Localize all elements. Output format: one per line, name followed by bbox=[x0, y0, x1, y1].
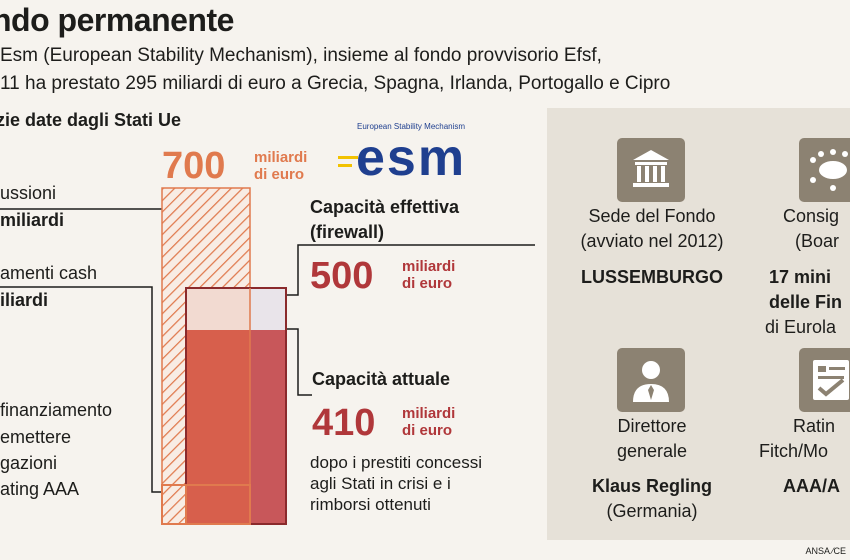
effective-value: 500 bbox=[310, 255, 374, 297]
director-icon bbox=[617, 348, 685, 412]
current-value: 410 bbox=[312, 402, 376, 444]
director-label-1: Direttore bbox=[617, 416, 687, 436]
subtitle-line-2: 11 ha prestato 295 miliardi di euro a Gr… bbox=[0, 73, 671, 94]
sede-value: LUSSEMBURGO bbox=[580, 267, 723, 287]
credit: ANSA ⁄CE bbox=[805, 546, 846, 556]
subtitle-line-1: Esm (European Stability Mechanism), insi… bbox=[0, 45, 602, 66]
rating-label-2: Fitch/Mo bbox=[759, 441, 829, 461]
label-cash-a: amenti cash bbox=[0, 263, 98, 283]
director-label-2: generale bbox=[616, 441, 688, 461]
label-financing-b: emettere bbox=[0, 427, 72, 447]
label-cash-b: iliardi bbox=[0, 290, 49, 310]
effective-title-2: (firewall) bbox=[310, 222, 385, 242]
council-label-1: Consig bbox=[783, 206, 840, 226]
section-heading: zie date dagli Stati Ue bbox=[0, 110, 182, 130]
label-financing-a: finanziamento bbox=[0, 400, 113, 420]
current-unit-2: di euro bbox=[402, 422, 453, 439]
total-unit-1: miliardi bbox=[254, 149, 308, 166]
label-subscribed-b: miliardi bbox=[0, 210, 65, 230]
rating-value: AAA/A bbox=[783, 476, 840, 496]
esm-logo-stripe-2 bbox=[338, 164, 352, 167]
rating-label-1: Ratin bbox=[793, 416, 836, 436]
info-panel: Sede del Fondo (avviato nel 2012) LUSSEM… bbox=[547, 108, 850, 540]
effective-unit-1: miliardi bbox=[402, 258, 456, 275]
effective-title-1: Capacità effettiva bbox=[310, 197, 460, 217]
label-subscribed-a: ussioni bbox=[0, 183, 57, 203]
rating-icon bbox=[799, 348, 850, 412]
sede-label-1: Sede del Fondo bbox=[588, 206, 716, 226]
director-country: (Germania) bbox=[606, 501, 698, 521]
label-financing-c: gazioni bbox=[0, 453, 58, 473]
capacity-diagram bbox=[0, 187, 535, 525]
total-value: 700 bbox=[162, 145, 226, 187]
council-value-2: delle Fin bbox=[769, 292, 843, 312]
sede-label-2: (avviato nel 2012) bbox=[580, 231, 724, 251]
esm-logo-stripe bbox=[338, 156, 358, 159]
council-label-2: (Boar bbox=[795, 231, 840, 251]
esm-logo-caption: European Stability Mechanism bbox=[357, 122, 466, 131]
council-icon bbox=[799, 138, 850, 202]
council-value-3: di Eurola bbox=[765, 317, 837, 337]
esm-logo: esm bbox=[356, 129, 467, 187]
total-unit-2: di euro bbox=[254, 166, 305, 183]
building-icon bbox=[617, 138, 685, 202]
current-note: dopo i prestiti concessi agli Stati in c… bbox=[310, 453, 482, 514]
current-unit-1: miliardi bbox=[402, 405, 456, 422]
label-financing-d: ating AAA bbox=[0, 479, 80, 499]
council-value-1: 17 mini bbox=[769, 267, 832, 287]
director-value: Klaus Regling bbox=[591, 476, 712, 496]
page-title: ndo permanente bbox=[0, 2, 234, 38]
current-title: Capacità attuale bbox=[312, 369, 451, 389]
effective-unit-2: di euro bbox=[402, 275, 453, 292]
